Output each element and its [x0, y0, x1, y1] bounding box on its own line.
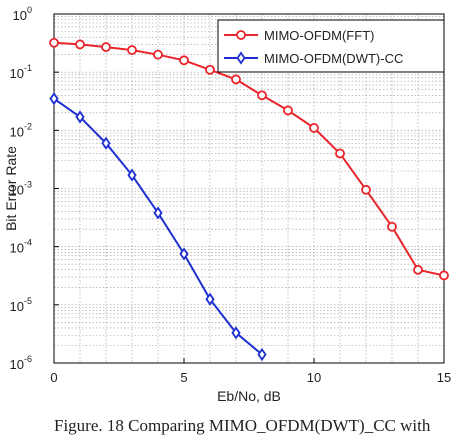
data-point [257, 347, 267, 362]
data-point [153, 49, 163, 60]
data-point [179, 55, 189, 66]
data-point [283, 105, 293, 116]
legend-marker [236, 51, 246, 65]
data-point [309, 123, 319, 133]
legend-label: MIMO-OFDM(DWT)-CC [264, 51, 403, 66]
x-axis-label: Eb/No, dB [217, 388, 281, 404]
x-tick-label: 10 [307, 370, 321, 385]
y-tick-label: 10-1 [10, 63, 32, 81]
data-point [231, 74, 241, 85]
series-layer [49, 37, 449, 362]
data-point [75, 110, 85, 124]
data-point [101, 136, 111, 150]
x-tick-label: 0 [50, 370, 57, 385]
y-tick-label: 10-6 [10, 354, 32, 372]
y-tick-label: 10-2 [10, 121, 32, 139]
data-point [49, 92, 59, 106]
data-point [179, 247, 189, 261]
data-point [101, 42, 111, 52]
y-tick-label: 100 [13, 5, 32, 23]
data-point [387, 221, 397, 232]
figure-caption: Figure. 18 Comparing MIMO_OFDM(DWT)_CC w… [54, 416, 431, 435]
legend-label: MIMO-OFDM(FFT) [264, 28, 374, 43]
legend: MIMO-OFDM(FFT) MIMO-OFDM(DWT)-CC [217, 19, 445, 73]
data-point [205, 64, 215, 75]
data-point [335, 148, 345, 159]
data-point [127, 45, 137, 55]
y-tick-label: 10-5 [10, 296, 32, 314]
data-point [205, 292, 215, 306]
x-tick-label: 15 [437, 370, 451, 385]
y-axis-label: Bit Error Rate [3, 146, 19, 231]
data-point [413, 264, 423, 275]
y-tick-label: 10-4 [10, 238, 32, 256]
data-point [153, 206, 163, 220]
data-point [75, 39, 85, 50]
legend-marker [236, 30, 246, 40]
data-point [127, 168, 137, 182]
data-point [361, 184, 371, 195]
legend-box [217, 19, 445, 73]
data-point [49, 37, 59, 48]
x-tick-label: 5 [180, 370, 187, 385]
series-line-1 [53, 41, 445, 277]
data-point [257, 90, 267, 101]
data-point [231, 326, 241, 340]
data-point [439, 270, 449, 281]
